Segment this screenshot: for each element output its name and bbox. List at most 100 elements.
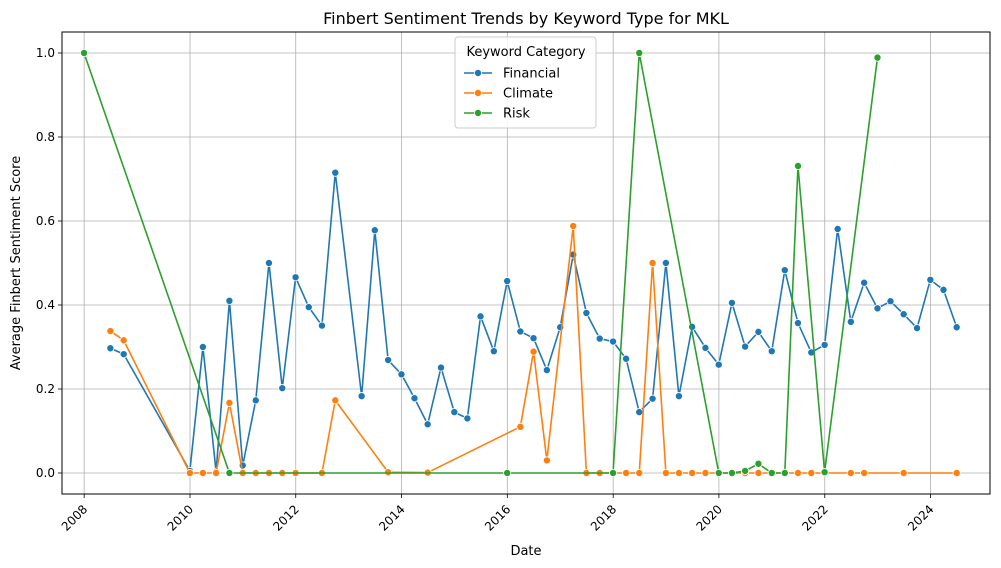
- data-point-financial: [833, 224, 842, 233]
- data-point-risk: [754, 459, 763, 468]
- legend-entries: Financial Climate Risk: [464, 67, 560, 122]
- legend: Keyword Category Financial Climate Risk: [454, 36, 597, 129]
- data-point-climate: [793, 468, 802, 477]
- data-point-financial: [489, 347, 498, 356]
- data-point-climate: [622, 468, 631, 477]
- y-tick-label: 0.4: [36, 298, 55, 312]
- data-point-climate: [212, 468, 221, 477]
- data-point-climate: [529, 347, 538, 356]
- data-point-financial: [860, 278, 869, 287]
- y-tick-label: 0.0: [36, 466, 55, 480]
- y-tick-label: 0.6: [36, 214, 55, 228]
- data-point-financial: [317, 321, 326, 330]
- data-point-climate: [185, 468, 194, 477]
- data-point-financial: [119, 350, 128, 359]
- data-point-financial: [370, 226, 379, 235]
- legend-marker-risk: [473, 109, 482, 118]
- data-point-financial: [635, 408, 644, 417]
- data-point-risk: [635, 49, 644, 58]
- data-point-financial: [714, 360, 723, 369]
- x-axis-label: Date: [510, 544, 541, 559]
- data-point-financial: [846, 317, 855, 326]
- data-point-risk: [714, 468, 723, 477]
- data-point-financial: [648, 394, 657, 403]
- legend-entry-financial: Financial: [464, 67, 560, 82]
- data-point-financial: [198, 342, 207, 351]
- data-point-risk: [741, 466, 750, 475]
- data-point-financial: [595, 334, 604, 343]
- data-point-climate: [754, 468, 763, 477]
- data-point-risk: [727, 468, 736, 477]
- data-point-climate: [807, 468, 816, 477]
- data-point-financial: [873, 304, 882, 313]
- data-point-financial: [886, 297, 895, 306]
- data-point-financial: [661, 258, 670, 267]
- data-point-climate: [569, 222, 578, 231]
- data-point-financial: [754, 327, 763, 336]
- data-point-risk: [767, 468, 776, 477]
- data-point-climate: [952, 468, 961, 477]
- y-tick-label: 1.0: [36, 46, 55, 60]
- legend-marker-financial: [473, 69, 482, 78]
- series-line-risk: [83, 52, 879, 474]
- data-point-financial: [463, 414, 472, 423]
- data-point-risk: [80, 49, 89, 58]
- data-point-financial: [397, 370, 406, 379]
- data-point-financial: [939, 285, 948, 294]
- data-point-climate: [198, 468, 207, 477]
- data-point-climate: [899, 468, 908, 477]
- data-point-risk: [873, 53, 882, 62]
- data-point-risk: [793, 161, 802, 170]
- data-point-financial: [767, 347, 776, 356]
- data-point-climate: [846, 468, 855, 477]
- data-point-financial: [503, 277, 512, 286]
- data-point-risk: [503, 468, 512, 477]
- chart-title: Finbert Sentiment Trends by Keyword Type…: [323, 9, 729, 28]
- data-point-financial: [582, 308, 591, 317]
- data-point-financial: [264, 258, 273, 267]
- plot-frame: [61, 31, 991, 495]
- data-point-financial: [410, 394, 419, 403]
- data-point-climate: [635, 468, 644, 477]
- data-point-risk: [609, 468, 618, 477]
- data-point-financial: [436, 363, 445, 372]
- data-point-financial: [780, 266, 789, 275]
- data-point-financial: [476, 312, 485, 321]
- data-point-risk: [780, 468, 789, 477]
- y-axis-label: Average Finbert Sentiment Score: [9, 156, 24, 370]
- data-point-climate: [119, 336, 128, 345]
- data-point-financial: [913, 324, 922, 333]
- data-point-climate: [688, 468, 697, 477]
- data-point-financial: [331, 168, 340, 177]
- data-point-financial: [106, 344, 115, 353]
- data-point-financial: [251, 396, 260, 405]
- data-point-financial: [291, 273, 300, 282]
- data-point-financial: [741, 342, 750, 351]
- data-point-financial: [820, 340, 829, 349]
- data-point-financial: [622, 354, 631, 363]
- legend-label-risk: Risk: [503, 107, 530, 122]
- legend-entry-climate: Climate: [464, 87, 553, 102]
- data-point-risk: [820, 468, 829, 477]
- data-point-financial: [701, 343, 710, 352]
- data-point-climate: [542, 456, 551, 465]
- data-point-climate: [225, 398, 234, 407]
- data-point-financial: [609, 337, 618, 346]
- data-point-climate: [384, 468, 393, 477]
- data-point-financial: [674, 392, 683, 401]
- data-point-climate: [661, 468, 670, 477]
- data-point-financial: [450, 408, 459, 417]
- data-point-financial: [357, 392, 366, 401]
- legend-marker-climate: [473, 89, 482, 98]
- y-tick-label: 0.8: [36, 130, 55, 144]
- y-tick-label: 0.2: [36, 382, 55, 396]
- series-financial: [106, 168, 961, 476]
- data-point-climate: [674, 468, 683, 477]
- data-point-climate: [701, 468, 710, 477]
- data-point-financial: [516, 327, 525, 336]
- data-point-financial: [793, 319, 802, 328]
- data-point-financial: [384, 356, 393, 365]
- legend-title: Keyword Category: [466, 45, 585, 60]
- data-point-financial: [529, 334, 538, 343]
- series-layer: [80, 49, 961, 477]
